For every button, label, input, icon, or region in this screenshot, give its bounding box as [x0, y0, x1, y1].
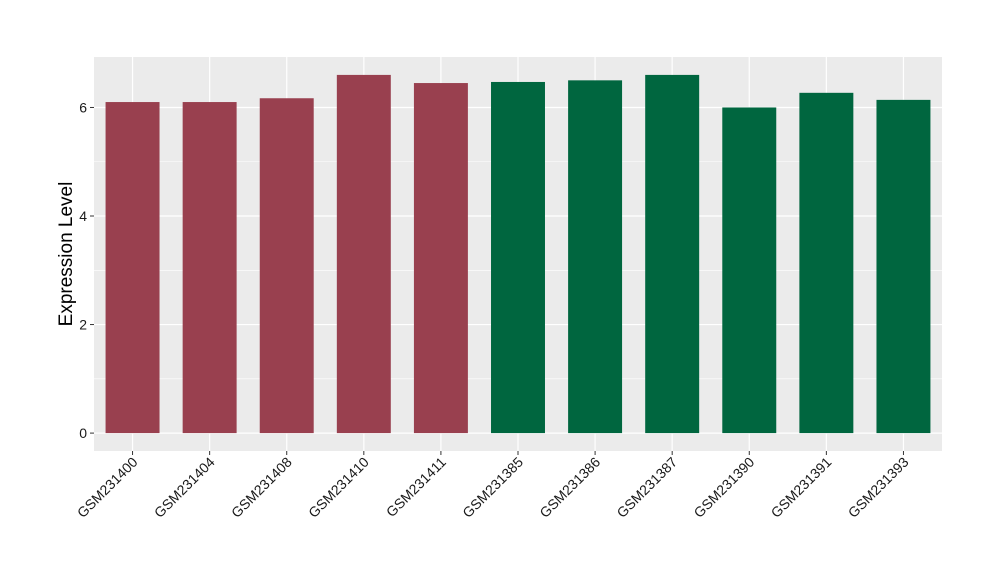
- x-tick-label: GSM231387: [613, 454, 680, 521]
- bar-GSM231390: [722, 107, 777, 434]
- bar-GSM231386: [568, 80, 623, 434]
- x-tick-label: GSM231391: [768, 454, 835, 521]
- x-tick-label: GSM231385: [459, 454, 526, 521]
- x-tick-label: GSM231410: [305, 454, 372, 521]
- bar-GSM231404: [182, 102, 237, 434]
- bar-GSM231391: [799, 92, 854, 434]
- x-tick-label: GSM231408: [228, 454, 295, 521]
- x-tick-label: GSM231411: [383, 454, 449, 520]
- x-tick-label: GSM231386: [536, 454, 603, 521]
- y-tick-label: 0: [79, 425, 87, 441]
- bar-GSM231411: [413, 83, 468, 434]
- y-tick-label: 6: [79, 99, 87, 115]
- x-tick-label: GSM231393: [845, 454, 912, 521]
- bars-group: [105, 74, 931, 434]
- x-tick-label: GSM231400: [74, 454, 141, 521]
- y-axis-title: Expression Level: [56, 182, 77, 327]
- x-tick-label: GSM231390: [690, 454, 757, 521]
- bar-GSM231400: [105, 102, 160, 434]
- bar-GSM231393: [876, 99, 931, 434]
- bar-GSM231410: [336, 74, 391, 434]
- x-axis: GSM231400 GSM231404 GSM231408 GSM231410 GSM2…: [74, 451, 912, 521]
- y-tick-label: 4: [79, 208, 87, 224]
- x-tick-label: GSM231404: [151, 454, 218, 521]
- y-axis: 0 2 4 6: [79, 99, 94, 441]
- bar-GSM231408: [259, 98, 314, 434]
- y-tick-label: 2: [79, 317, 87, 333]
- bar-GSM231387: [645, 74, 700, 434]
- bar-GSM231385: [491, 81, 545, 434]
